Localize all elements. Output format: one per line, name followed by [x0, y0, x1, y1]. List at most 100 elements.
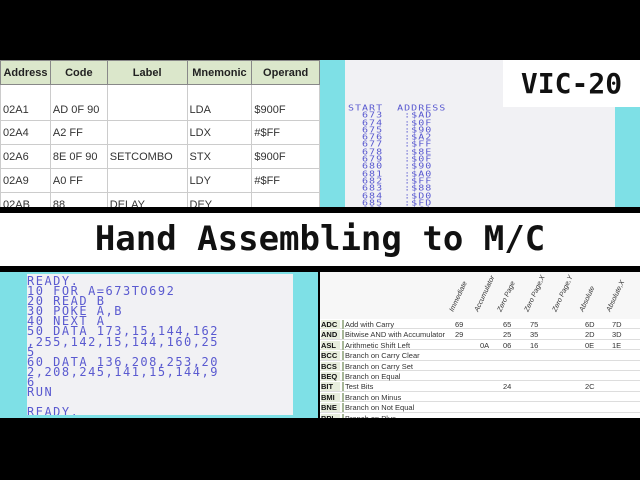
opcode-mnemonic: BNE [321, 403, 340, 413]
basic-line: ,255,142,15,144,160,25 [27, 334, 219, 349]
column-header: Accumulator [473, 274, 497, 313]
table-cell: A2 FF [49, 120, 108, 145]
table-cell [106, 84, 188, 121]
table-cell: LDA [186, 84, 253, 121]
opcode-mnemonic: AND [321, 330, 340, 340]
opcode-value: 24 [503, 382, 512, 392]
opcode-description: Add with Carry [342, 320, 394, 329]
column-header: Zero Page,X [523, 274, 547, 313]
table-cell: 02A1 [0, 84, 51, 121]
table-cell: $900F [251, 144, 320, 169]
dump-line: 685 :$FD [348, 199, 433, 207]
opcode-value: 69 [455, 320, 464, 329]
column-header: Zero Page,Y [551, 274, 575, 313]
table-cell: 02A4 [0, 120, 51, 145]
basic-line: 50 DATA 173,15,144,162 [27, 324, 219, 339]
dump-line: 680 :$90 [348, 162, 433, 172]
opcode-mnemonic: ASL [321, 340, 340, 350]
column-header: Mnemonic [186, 60, 253, 85]
dump-line: 676 :$A2 [348, 133, 433, 142]
assembly-table-panel: Address Code Label Mnemonic Operand 02A1 AD 0… [0, 60, 320, 207]
table-cell: 02AB [0, 192, 51, 207]
opcode-value: 0A [480, 340, 490, 350]
dump-line: 678 :$8E [348, 148, 433, 157]
opcode-spreadsheet: Immediate Accumulator Zero Page Zero Page,X… [320, 272, 640, 418]
dump-line: 674 :$0F [348, 119, 433, 128]
dump-header: START ADDRESS [348, 104, 447, 113]
table-cell: STX [186, 144, 253, 169]
opcode-row: BMI Branch on Minus [320, 392, 640, 403]
column-header: Code [49, 60, 108, 85]
opcode-value: 6D [585, 320, 595, 329]
opcode-value: 06 [503, 340, 512, 350]
column-header: Label [106, 60, 188, 85]
table-row: 02AB 88 DELAY DEY [0, 192, 320, 207]
basic-screen-panel: READY. 10 FOR A=673TO692 20 READ B 30 POKE … [0, 272, 318, 418]
opcode-description: Branch on Plus [342, 413, 396, 418]
opcode-description: Arithmetic Shift Left [342, 340, 410, 350]
dump-line: 683 :$88 [348, 184, 433, 194]
table-cell: 02A6 [0, 144, 51, 169]
opcode-value: 65 [503, 320, 512, 329]
opcode-value: 16 [530, 340, 539, 350]
basic-line: 2,208,245,141,15,144,9 [27, 364, 219, 379]
opcode-value: 7D [612, 320, 622, 329]
opcode-mnemonic: BIT [321, 382, 340, 392]
opcode-value: 29 [455, 330, 464, 340]
opcode-value: 25 [503, 330, 512, 340]
opcode-row: BCS Branch on Carry Set [320, 361, 640, 371]
table-cell [251, 192, 320, 207]
basic-line: 40 NEXT A [27, 314, 106, 329]
table-row: 02A9 A0 FF LDY #$FF [0, 168, 320, 193]
table-cell: #$FF [251, 120, 320, 145]
table-row: 02A4 A2 FF LDX #$FF [0, 120, 320, 145]
table-cell: $900F [251, 84, 320, 121]
dump-line: 673 :$AD [348, 111, 433, 121]
opcode-description: Test Bits [342, 382, 373, 392]
column-header: Absolute,X [605, 279, 627, 313]
table-cell: DELAY [106, 192, 188, 207]
opcode-description: Branch on Not Equal [342, 403, 414, 413]
opcode-value: 35 [530, 330, 539, 340]
basic-line: 5 [27, 344, 36, 359]
table-cell: DEY [186, 192, 253, 207]
basic-line: READY. [27, 405, 80, 415]
table-cell: A0 FF [49, 168, 108, 193]
opcode-description: Branch on Minus [342, 392, 401, 402]
opcode-mnemonic: BEQ [321, 372, 340, 381]
opcode-row: ADC Add with Carry 69 65 75 6D 7D [320, 319, 640, 330]
table-cell: LDY [186, 168, 253, 193]
table-cell: 88 [49, 192, 108, 207]
column-header: Address [0, 60, 51, 85]
opcode-description: Branch on Equal [342, 372, 400, 381]
opcode-description: Branch on Carry Clear [342, 351, 420, 361]
opcode-row: BNE Branch on Not Equal [320, 402, 640, 413]
table-row: 02A1 AD 0F 90 LDA $900F [0, 84, 320, 121]
table-cell [106, 168, 188, 193]
opcode-value: 2C [585, 382, 595, 392]
opcode-row: BPLBranch on Plus [320, 413, 640, 418]
opcode-description: Bitwise AND with Accumulator [342, 330, 445, 340]
opcode-mnemonic: BPL [321, 413, 340, 418]
opcode-mnemonic: BMI [321, 392, 340, 402]
basic-line: 6 [27, 374, 36, 389]
column-header: Absolute [578, 285, 597, 313]
basic-line: 10 FOR A=673TO692 [27, 284, 176, 299]
basic-line: RUN [27, 385, 54, 400]
table-cell: LDX [186, 120, 253, 145]
opcode-value: 1E [612, 340, 622, 350]
opcode-row: BEQ Branch on Equal [320, 371, 640, 382]
dump-line: 677 :$FF [348, 140, 433, 150]
basic-line: 20 READ B [27, 294, 106, 309]
opcode-value: 3D [612, 330, 622, 340]
assembly-table: Address Code Label Mnemonic Operand 02A1 AD 0… [0, 60, 320, 207]
table-row: 02A6 8E 0F 90 SETCOMBO STX $900F [0, 144, 320, 169]
opcode-mnemonic: BCS [321, 361, 340, 371]
column-header: Operand [251, 60, 320, 85]
opcode-header: Immediate Accumulator Zero Page Zero Page,X… [320, 272, 640, 319]
table-cell: SETCOMBO [106, 144, 188, 169]
dump-line: 675 :$90 [348, 126, 433, 135]
opcode-mnemonic: BCC [321, 351, 340, 361]
column-header: Zero Page [496, 280, 517, 313]
dump-line: 681 :$A0 [348, 170, 433, 179]
